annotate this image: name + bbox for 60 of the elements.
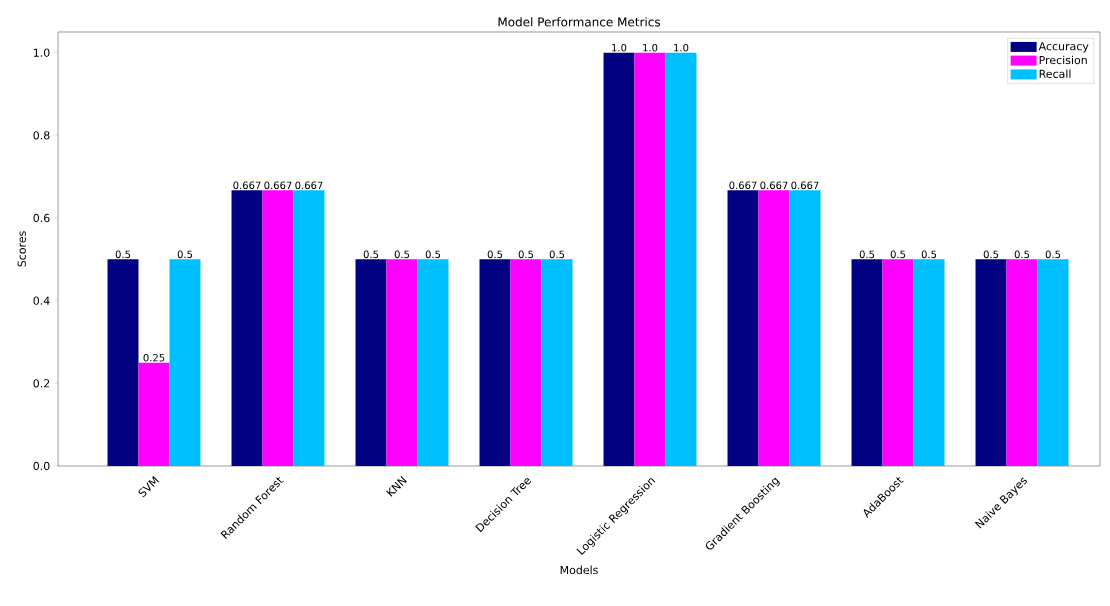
bar [231,190,263,466]
y-tick-label: 0.2 [33,379,50,388]
data-label: 0.5 [487,250,503,259]
data-label: 0.5 [177,250,193,259]
bar [417,259,449,466]
data-label: 0.5 [983,250,999,259]
bar [758,190,790,466]
bar [882,259,914,466]
bar [355,259,387,466]
data-label: 0.667 [295,181,323,190]
x-axis-title: Models [560,565,598,575]
bar [107,259,139,466]
bar [975,259,1007,466]
bar [138,362,170,466]
bar [913,259,945,466]
legend-label: Precision [1039,55,1087,65]
data-label: 0.5 [859,250,875,259]
data-label: 0.5 [425,250,441,259]
legend-label: Accuracy [1038,42,1089,53]
bar [1037,259,1069,466]
y-tick-label: 1.0 [33,48,50,57]
data-label: 0.667 [760,181,788,190]
y-tick-label: 0.4 [33,296,50,305]
data-label: 0.667 [791,181,819,190]
bar [479,259,511,466]
bar [665,52,697,466]
data-label: 0.5 [518,250,534,259]
y-tick-label: 0.8 [33,131,50,140]
data-label: 0.5 [1014,250,1030,259]
data-label: 0.5 [890,250,906,259]
bar [293,190,325,466]
data-label: 0.5 [1045,250,1061,259]
chart-title: Model Performance Metrics [498,17,661,27]
data-label: 1.0 [612,43,627,52]
bar [1006,259,1038,466]
bar [169,259,201,466]
bar [262,190,294,466]
data-label: 1.0 [643,43,658,52]
bar [851,259,883,466]
bar [789,190,821,466]
bar [634,52,666,466]
bar [727,190,759,466]
data-label: 0.667 [264,181,292,190]
y-tick-label: 0.6 [33,213,50,223]
data-label: 0.5 [394,250,410,259]
data-label: 0.5 [115,250,131,259]
data-label: 1.0 [674,43,689,52]
bar [541,259,573,466]
data-label: 0.667 [729,181,757,190]
y-axis-title: Scores [17,231,26,267]
data-label: 0.5 [921,250,937,259]
bar [386,259,418,466]
data-label: 0.5 [363,250,379,259]
data-label: 0.5 [549,250,565,259]
legend-label: Recall [1039,69,1071,79]
data-label: 0.667 [233,181,261,190]
bar [510,259,542,466]
data-label: 0.25 [143,353,165,362]
y-tick-label: 0.0 [33,461,50,471]
bar [603,52,635,466]
